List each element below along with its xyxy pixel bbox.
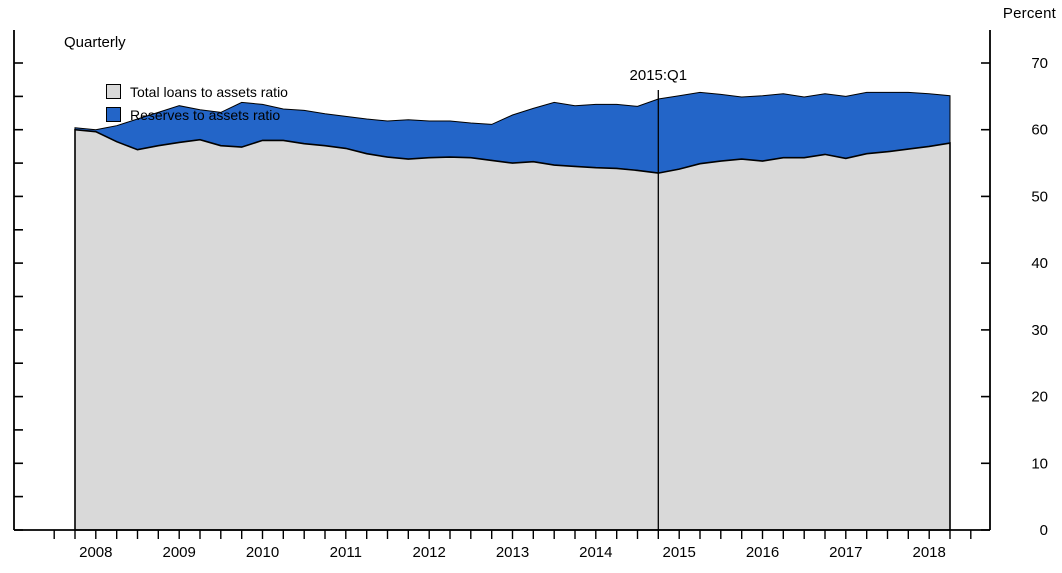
x-year-label: 2016: [746, 544, 779, 561]
x-year-label: 2010: [246, 544, 279, 561]
y-tick-label: 40: [1031, 255, 1048, 272]
legend-label-reserves: Reserves to assets ratio: [130, 106, 281, 123]
legend: Total loans to assets ratio Reserves to …: [106, 84, 288, 122]
legend-item-loans: Total loans to assets ratio: [106, 84, 288, 99]
x-year-label: 2009: [163, 544, 196, 561]
x-year-label: 2018: [913, 544, 946, 561]
legend-item-reserves: Reserves to assets ratio: [106, 107, 288, 122]
x-year-label: 2015: [663, 544, 696, 561]
x-year-label: 2014: [579, 544, 612, 561]
x-year-label: 2013: [496, 544, 529, 561]
y-tick-label: 20: [1031, 389, 1048, 406]
legend-label-loans: Total loans to assets ratio: [130, 83, 288, 100]
y-tick-label: 60: [1031, 122, 1048, 139]
annotation-label: 2015:Q1: [630, 67, 688, 84]
x-year-label: 2011: [330, 544, 362, 561]
y-tick-label: 50: [1031, 188, 1048, 205]
loans-swatch-icon: [106, 84, 121, 99]
x-year-label: 2017: [829, 544, 862, 561]
y-tick-label: 70: [1031, 55, 1048, 72]
y-tick-label: 0: [1040, 522, 1048, 539]
frequency-label: Quarterly: [64, 34, 126, 51]
reserves-swatch-icon: [106, 107, 121, 122]
y-tick-label: 10: [1031, 455, 1048, 472]
y-axis-title: Percent: [1002, 5, 1056, 22]
x-year-label: 2008: [79, 544, 112, 561]
loans-area: [74, 128, 951, 531]
x-year-label: 2012: [413, 544, 446, 561]
y-tick-label: 30: [1031, 322, 1048, 339]
